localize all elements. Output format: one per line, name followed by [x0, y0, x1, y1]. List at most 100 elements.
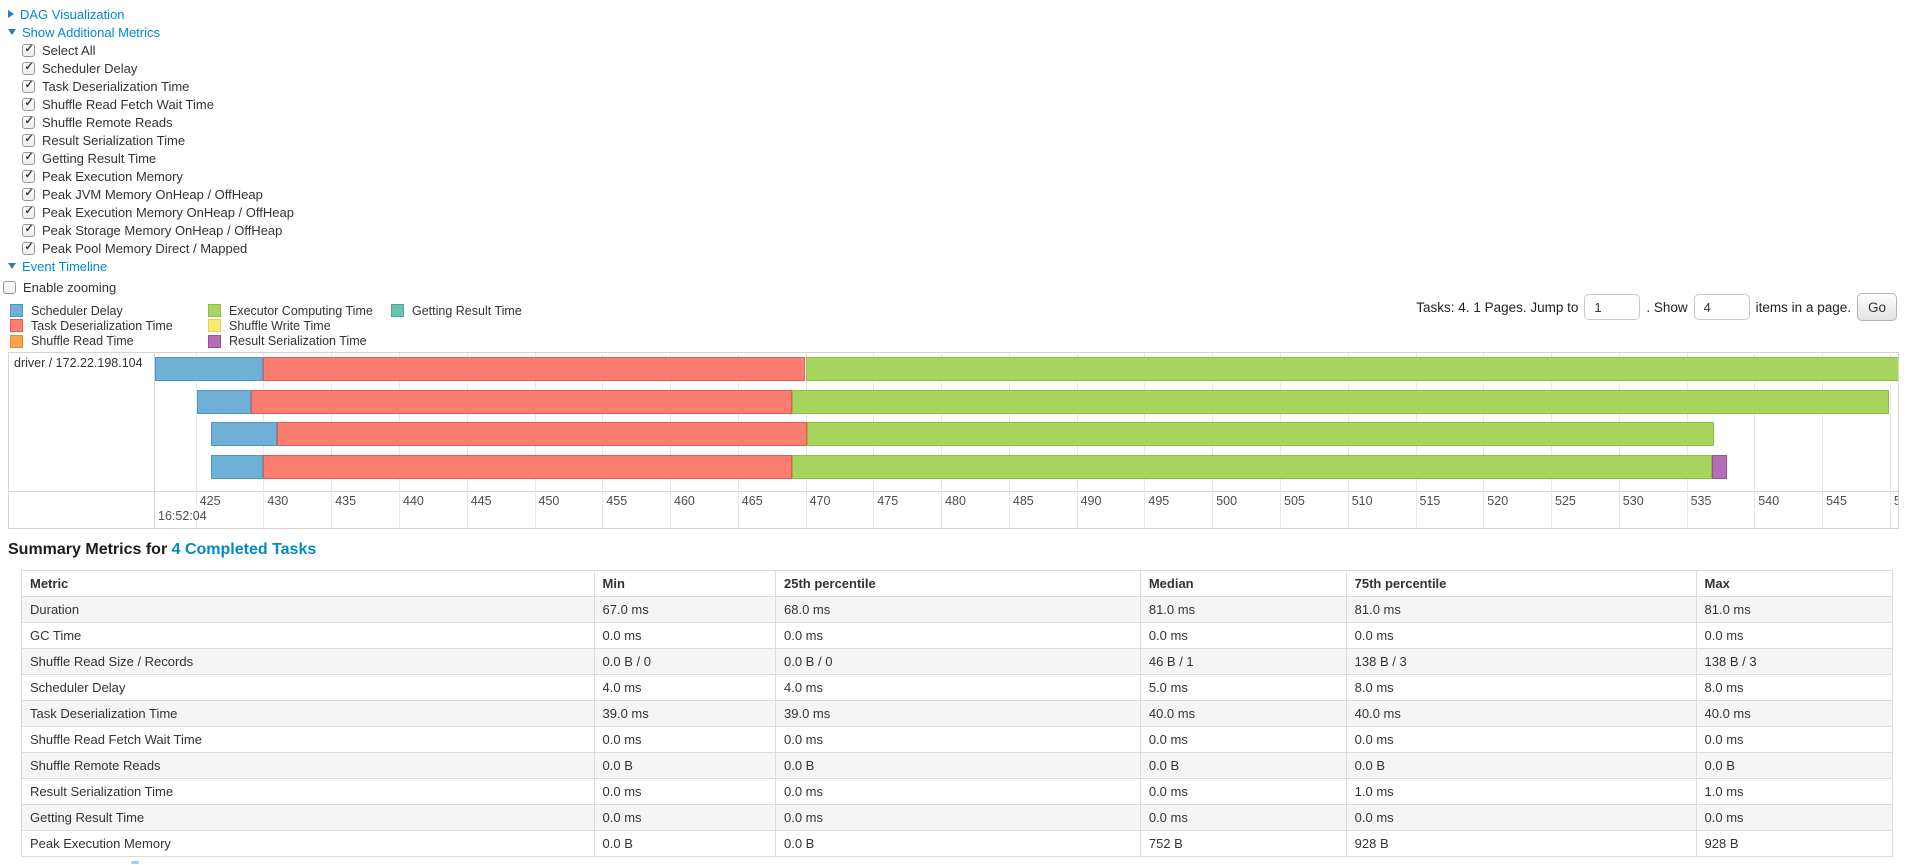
table-row: Result Serialization Time 0.0 ms 0.0 ms 0.0… — [21, 778, 1894, 805]
show-additional-metrics-toggle[interactable]: Show Additional Metrics — [8, 23, 294, 41]
table-cell: 0.0 ms — [1345, 622, 1697, 649]
task-pagination: Tasks: 4. 1 Pages. Jump to . Show items … — [1416, 293, 1897, 321]
table-cell: 81.0 ms — [1139, 596, 1347, 623]
items-per-page-input[interactable] — [1693, 294, 1750, 320]
table-cell: 0.0 ms — [593, 622, 777, 649]
timeline-gridline — [1754, 353, 1756, 528]
task-bar-segment[interactable] — [805, 357, 1898, 381]
task-bar-segment[interactable] — [210, 422, 277, 447]
axis-tick-label: 430 — [267, 494, 289, 508]
task-bar-segment[interactable] — [155, 357, 264, 381]
task-bar-segment[interactable] — [210, 455, 264, 480]
legend-label: Shuffle Write Time — [229, 318, 331, 333]
task-bar-segment[interactable] — [263, 455, 792, 480]
metric-checkbox[interactable] — [22, 133, 35, 147]
axis-tick-label: 485 — [1012, 494, 1034, 508]
table-cell: Peak Execution Memory — [21, 830, 595, 857]
table-cell: GC Time — [21, 622, 595, 649]
timeline-plot-area: 425 430 435 440 445 450 455 460 465 470 475 480 485 4… — [155, 353, 1898, 528]
table-cell: 0.0 ms — [593, 726, 777, 753]
summary-metrics-table: Metric Min 25th percentile Median 75th perce… — [21, 570, 1894, 857]
column-header: Max — [1695, 570, 1894, 597]
table-header-row: Metric Min 25th percentile Median 75th perce… — [21, 570, 1894, 597]
metric-checkbox-row: Peak Execution Memory — [22, 167, 294, 185]
table-cell: 0.0 ms — [1139, 622, 1347, 649]
axis-tick-label: 450 — [538, 494, 560, 508]
jump-to-page-input[interactable] — [1584, 294, 1641, 320]
additional-metrics-checkbox-list: Select All Scheduler Delay Task Deserializ… — [8, 41, 294, 257]
metric-checkbox[interactable] — [22, 115, 35, 129]
enable-zooming-row: Enable zooming — [3, 278, 294, 296]
metric-checkbox[interactable] — [22, 223, 35, 237]
table-cell: Getting Result Time — [21, 804, 595, 831]
table-cell: 0.0 B — [1695, 752, 1894, 779]
legend-label: Shuffle Read Time — [31, 334, 134, 349]
metric-checkbox[interactable] — [22, 187, 35, 201]
metric-checkbox-label: Shuffle Remote Reads — [42, 114, 173, 130]
table-cell: 0.0 B — [775, 830, 1141, 857]
task-bar-segment[interactable] — [806, 422, 1714, 447]
task-bar-segment[interactable] — [277, 422, 807, 447]
axis-tick-label: 520 — [1487, 494, 1509, 508]
event-timeline-label: Event Timeline — [22, 258, 108, 274]
axis-tick-label: 470 — [809, 494, 831, 508]
legend-swatch — [208, 319, 221, 333]
table-cell: 0.0 ms — [775, 622, 1141, 649]
legend-item: Executor Computing Time — [208, 303, 373, 318]
enable-zooming-checkbox[interactable] — [3, 280, 16, 294]
metric-checkbox[interactable] — [22, 241, 35, 255]
metric-checkbox[interactable] — [22, 97, 35, 111]
metric-checkbox-label: Peak JVM Memory OnHeap / OffHeap — [42, 186, 263, 202]
table-row: Shuffle Read Fetch Wait Time 0.0 ms 0.0 ms… — [21, 726, 1894, 753]
legend-swatch — [208, 334, 221, 348]
task-bar-segment[interactable] — [251, 389, 792, 414]
axis-tick-label: 475 — [877, 494, 899, 508]
table-row: Peak Execution Memory 0.0 B 0.0 B 752 B 928 … — [21, 830, 1894, 857]
legend-swatch — [10, 304, 23, 318]
table-row: Getting Result Time 0.0 ms 0.0 ms 0.0 ms 0.0… — [21, 804, 1894, 831]
table-cell: Duration — [21, 596, 595, 623]
table-cell: 0.0 ms — [1139, 804, 1347, 831]
legend-item: Result Serialization Time — [208, 334, 373, 349]
table-cell: 4.0 ms — [593, 674, 777, 701]
task-bar-segment[interactable] — [197, 389, 252, 414]
go-button[interactable]: Go — [1856, 293, 1897, 321]
metric-checkbox[interactable] — [22, 169, 35, 183]
task-bar-segment[interactable] — [792, 455, 1713, 480]
timeline-gridline — [1889, 353, 1891, 528]
metric-checkbox[interactable] — [22, 43, 35, 57]
metric-checkbox[interactable] — [22, 79, 35, 93]
table-cell: 0.0 ms — [1695, 726, 1894, 753]
axis-tick-label: 505 — [1284, 494, 1305, 508]
timeline-axis-line — [9, 491, 1898, 492]
task-bar-segment[interactable] — [792, 389, 1889, 414]
metric-checkbox-label: Peak Execution Memory — [42, 168, 183, 184]
task-bar-segment[interactable] — [263, 357, 806, 381]
column-header: 25th percentile — [775, 570, 1141, 597]
timeline-group-label: driver / 172.22.198.104 — [14, 356, 143, 370]
table-cell: 752 B — [1139, 830, 1347, 857]
metric-checkbox-row: Shuffle Read Fetch Wait Time — [22, 95, 294, 113]
table-row: Task Deserialization Time 39.0 ms 39.0 ms 4… — [21, 700, 1894, 727]
axis-tick-label: 540 — [1758, 494, 1780, 508]
stage-controls: DAG Visualization Show Additional Metric… — [3, 5, 294, 296]
table-cell: Shuffle Read Fetch Wait Time — [21, 726, 595, 753]
table-cell: Result Serialization Time — [21, 778, 595, 805]
axis-tick-label: 550 — [1893, 494, 1898, 508]
table-cell: 0.0 ms — [1345, 804, 1697, 831]
axis-tick-label: 535 — [1690, 494, 1712, 508]
task-bar-segment[interactable] — [1712, 455, 1728, 480]
event-timeline-toggle[interactable]: Event Timeline — [8, 257, 294, 275]
table-cell: 0.0 ms — [593, 778, 777, 805]
table-cell: 0.0 ms — [775, 726, 1141, 753]
metric-checkbox[interactable] — [22, 61, 35, 75]
dag-visualization-toggle[interactable]: DAG Visualization — [8, 5, 294, 23]
metric-checkbox[interactable] — [22, 151, 35, 165]
axis-tick-label: 465 — [741, 494, 763, 508]
metric-checkbox-label: Scheduler Delay — [42, 60, 138, 76]
metric-checkbox[interactable] — [22, 205, 35, 219]
completed-tasks-link[interactable]: 4 Completed Tasks — [171, 541, 317, 558]
table-cell: 39.0 ms — [593, 700, 777, 727]
table-cell: 8.0 ms — [1695, 674, 1894, 701]
